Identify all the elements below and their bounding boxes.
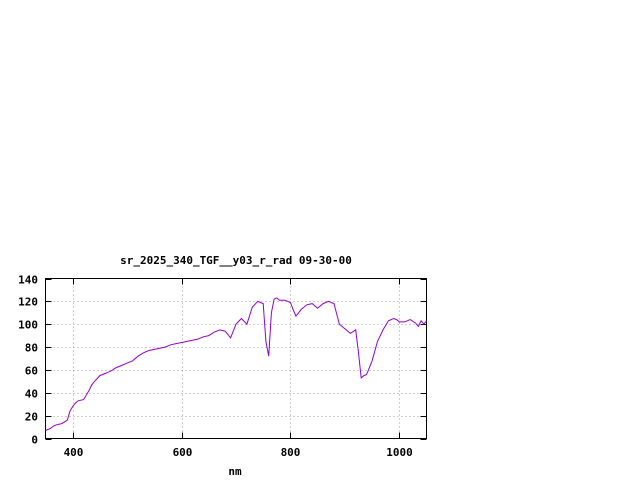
- series-line: [45, 297, 427, 431]
- x-axis-label: nm: [228, 465, 242, 478]
- y-tick-label: 60: [25, 365, 38, 378]
- y-tick-labels: 0 20 40 60 80 100 120 140: [18, 274, 38, 447]
- y-tick-label: 140: [18, 274, 38, 287]
- chart-title: sr_2025_340_TGF__y03_r_rad 09-30-00: [120, 254, 352, 267]
- y-tick-label: 20: [25, 411, 38, 424]
- axis-ticks: [45, 278, 427, 440]
- y-tick-label: 120: [18, 296, 38, 309]
- x-tick-label: 600: [173, 446, 193, 459]
- x-tick-labels: 400 600 800 1000: [64, 446, 413, 459]
- x-tick-label: 1000: [386, 446, 413, 459]
- y-tick-label: 100: [18, 319, 38, 332]
- y-tick-label: 40: [25, 388, 38, 401]
- x-tick-label: 400: [64, 446, 84, 459]
- grid-lines: [45, 278, 427, 439]
- y-tick-label: 80: [25, 342, 38, 355]
- plot-frame: [45, 278, 427, 439]
- x-tick-label: 800: [281, 446, 301, 459]
- y-tick-label: 0: [31, 434, 38, 447]
